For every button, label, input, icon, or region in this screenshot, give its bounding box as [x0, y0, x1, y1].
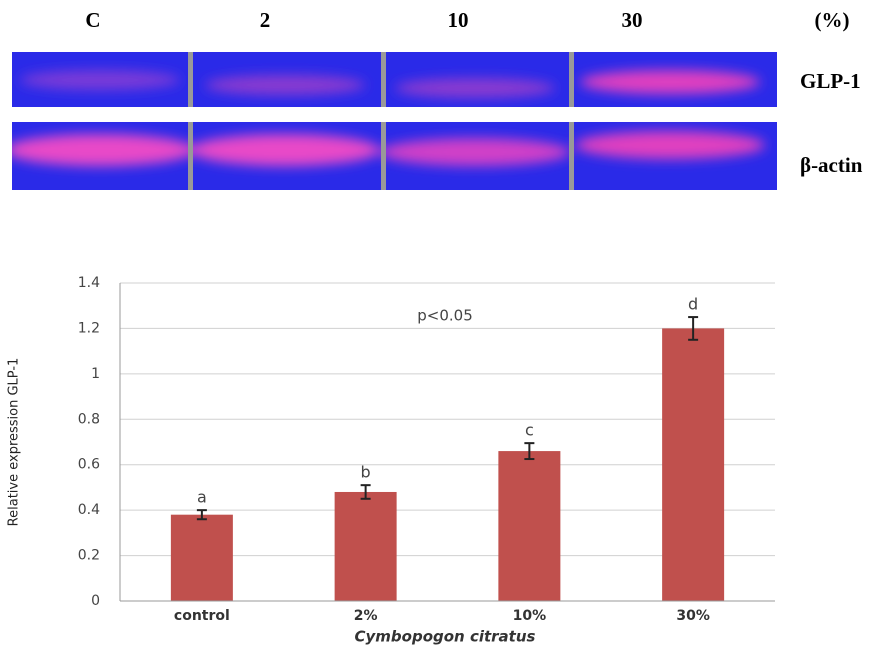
bar — [498, 451, 561, 601]
x-tick-label: 2% — [354, 608, 378, 624]
error-bar — [360, 484, 371, 500]
bar-label: c — [525, 421, 534, 440]
y-tick-label: 0.4 — [78, 502, 100, 518]
y-tick-label: 1.2 — [78, 320, 100, 336]
y-tick-label: 0.8 — [78, 411, 100, 427]
row-label: GLP-1 — [800, 69, 861, 93]
x-tick-label: 10% — [513, 608, 547, 624]
lane-label: 2 — [260, 8, 271, 32]
y-tick-label: 1 — [91, 366, 100, 382]
y-tick-label: 1.4 — [78, 275, 100, 291]
y-tick-label: 0.6 — [78, 457, 100, 473]
lane-label: 10 — [448, 8, 469, 32]
bar-label: a — [197, 488, 207, 507]
y-axis-label: Relative expression GLP-1 — [7, 358, 22, 527]
row-label: β-actin — [800, 153, 863, 177]
error-bar — [196, 509, 207, 521]
y-tick-label: 0.2 — [78, 548, 100, 564]
lane-label: 30 — [622, 8, 643, 32]
bar — [334, 491, 397, 601]
error-bar — [524, 442, 535, 461]
gel-image — [12, 52, 777, 190]
x-axis-label: Cymbopogon citratus — [355, 628, 536, 646]
x-tick-label: 30% — [676, 608, 710, 624]
error-bar — [688, 316, 699, 341]
y-tick-label: 0 — [91, 593, 100, 609]
x-tick-label: control — [174, 608, 230, 624]
bar — [170, 514, 233, 601]
annotation: p<0.05 — [417, 307, 473, 325]
bar-label: d — [688, 295, 698, 314]
bar-label: b — [361, 463, 371, 482]
lane-label: C — [85, 8, 100, 32]
bar — [662, 328, 725, 601]
unit-label: (%) — [815, 8, 850, 32]
